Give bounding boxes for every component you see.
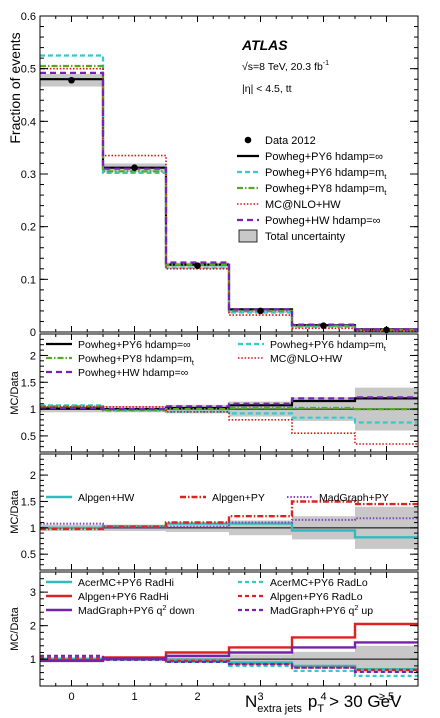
y-tick-label: 3	[30, 587, 36, 599]
y-tick-label: 0.5	[21, 431, 36, 443]
y-tick-label: 1	[30, 654, 36, 666]
data-point	[257, 307, 264, 315]
x-tick-label: 1	[131, 691, 137, 703]
ratio-legend-alpgen_py6_lo-label: Alpgen+PY6 RadLo	[270, 591, 363, 603]
ratio-y-axis-label: MC/Data	[9, 370, 21, 414]
y-tick-label: 0	[30, 327, 36, 339]
data-point	[194, 262, 201, 269]
data-point	[320, 322, 327, 329]
main-panel: 0 0.1 0.2 0.3 0.4 0.5 0.6 Data 2012 Powheg+PY6 h…	[21, 11, 419, 339]
ratio-legend-acermc_hi-label: AcerMC+PY6 RadHi	[78, 577, 174, 589]
legend-data-label: Data 2012	[265, 135, 316, 147]
y-tick-label: 0.4	[21, 116, 36, 128]
ratio-series-mcnlo_hw	[40, 406, 418, 445]
y-tick-label: 2	[30, 621, 36, 633]
y-tick-label: 1	[30, 404, 36, 416]
data-point	[131, 164, 138, 171]
legend-pwg_py6_mt-label: Powheg+PY6 hdamp=mt	[265, 167, 387, 181]
ratio-legend-pwg_py8_mt-label: Powheg+PY8 hdamp=mt	[78, 353, 194, 367]
data-point	[68, 76, 75, 84]
legend-data-marker	[244, 136, 252, 144]
y-tick-label: 0.6	[21, 11, 36, 23]
ratio-legend-alpgen_hw-label: Alpgen+HW	[78, 492, 134, 504]
x-tick-label: 2	[194, 691, 200, 703]
ratio-y-axis-label: MC/Data	[9, 606, 21, 650]
y-tick-label: 2	[30, 350, 36, 362]
x-tick-label: 4	[320, 691, 326, 703]
legend-pwg_py6_inf-label: Powheg+PY6 hdamp=∞	[265, 151, 383, 163]
mc-series-pwg_hw_inf	[40, 71, 418, 331]
experiment-label: ATLAS	[241, 37, 288, 53]
legend-uncertainty-label: Total uncertainty	[265, 231, 346, 243]
ratio-legend-acermc_lo-label: AcerMC+PY6 RadLo	[270, 577, 368, 589]
legend-mcnlo_hw-label: MC@NLO+HW	[265, 199, 341, 211]
main-y-axis-label: Fraction of events	[7, 32, 23, 143]
y-tick-label: 1	[30, 523, 36, 535]
ratio-series-alpgen_py	[40, 500, 418, 531]
ratio-legend-mcnlo_hw-label: MC@NLO+HW	[270, 353, 342, 365]
energy-label: √s=8 TeV, 20.3 fb-1	[242, 60, 329, 73]
x-tick-label: 0	[68, 691, 74, 703]
eta-label: |η| < 4.5, tt	[242, 83, 292, 95]
y-tick-label: 0.1	[21, 274, 36, 286]
ratio-legend-madgraph_up-label: MadGraph+PY6 q2 up	[270, 603, 373, 617]
ratio-panel-1: 0.5 1 1.5 2 MC/Data Powheg+PY6 hdamp=∞ Powheg+…	[9, 333, 419, 453]
ratio-legend-pwg_py6_inf-label: Powheg+PY6 hdamp=∞	[78, 339, 191, 351]
y-tick-label: 2	[30, 470, 36, 482]
ratio-legend-madgraph_py-label: MadGraph+PY	[319, 492, 389, 504]
ratio-panel-2: 0.5 1 1.5 2 MC/Data Alpgen+HW Alpgen+PY MadGrap…	[9, 453, 419, 571]
y-tick-label: 1.5	[21, 377, 36, 389]
x-axis-label: Nextra jets pT > 30 GeV	[245, 692, 402, 715]
x-axis: 0 1 2 3 4 ≥ 5	[68, 691, 394, 703]
y-tick-label: 0.2	[21, 222, 36, 234]
ratio-legend-alpgen_py6_hi-label: Alpgen+PY6 RadHi	[78, 591, 169, 603]
y-tick-label: 1.5	[21, 496, 36, 508]
ratio-panel-3: 1 2 3 MC/Data AcerMC+PY6 RadHi AcerMC+PY6 Rad…	[9, 571, 419, 687]
ratio-series-madgraph_py	[40, 517, 418, 529]
ratio-legend-pwg_py6_mt-label: Powheg+PY6 hdamp=mt	[270, 339, 386, 353]
legend-uncertainty-swatch	[238, 229, 258, 243]
ratio-y-axis-label: MC/Data	[9, 489, 21, 533]
y-tick-label: 0.5	[21, 549, 36, 561]
x-tick-label: 3	[257, 691, 263, 703]
ratio-legend-madgraph_down-label: MadGraph+PY6 q2 down	[78, 603, 195, 617]
legend-pwg_hw_inf-label: Powheg+HW hdamp=∞	[265, 215, 380, 227]
ratio-legend-alpgen_py-label: Alpgen+PY	[212, 492, 265, 504]
y-tick-label: 0.3	[21, 169, 36, 181]
ratio-series-madgraph_up	[40, 654, 418, 673]
ratio-legend-pwg_hw_inf-label: Powheg+HW hdamp=∞	[78, 367, 188, 379]
ratio-series-pwg_hw_inf	[40, 396, 418, 411]
legend-pwg_py8_mt-label: Powheg+PY8 hdamp=mt	[265, 183, 387, 197]
y-tick-label: 0.5	[21, 64, 36, 76]
x-tick-label: ≥ 5	[379, 691, 394, 703]
